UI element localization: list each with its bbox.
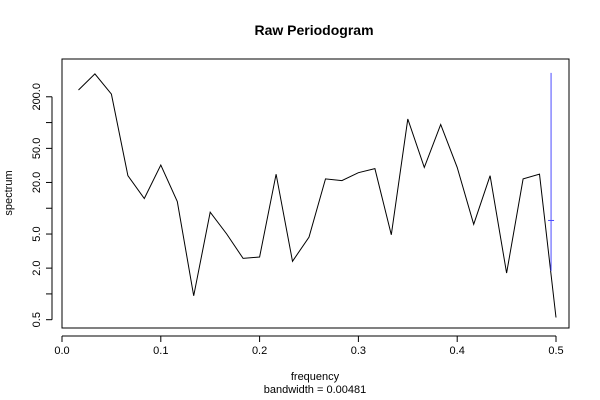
y-tick-label: 50.0 <box>31 138 43 159</box>
x-axis-sublabel: bandwidth = 0.00481 <box>264 384 366 396</box>
confidence-interval <box>548 72 555 272</box>
x-axis: 0.0 0.1 0.2 0.3 0.4 0.5 <box>54 335 564 357</box>
y-axis-label: spectrum <box>3 170 15 215</box>
y-axis: 0.5 2.0 5.0 20.0 50.0 200.0 <box>31 83 53 327</box>
x-tick-label: 0.1 <box>153 345 168 357</box>
plot-frame <box>61 58 570 329</box>
series-line <box>78 73 557 318</box>
y-tick-label: 2.0 <box>31 260 43 275</box>
x-tick-label: 0.0 <box>54 345 69 357</box>
chart-title: Raw Periodogram <box>254 22 373 38</box>
y-tick-label: 20.0 <box>31 172 43 193</box>
y-tick-label: 5.0 <box>31 226 43 241</box>
series-layer <box>78 73 557 318</box>
x-tick-label: 0.4 <box>450 345 465 357</box>
y-tick-label: 200.0 <box>31 83 43 111</box>
y-tick-label: 0.5 <box>31 312 43 327</box>
x-axis-label: frequency <box>291 371 340 383</box>
x-tick-label: 0.5 <box>548 345 563 357</box>
x-tick-label: 0.3 <box>351 345 366 357</box>
x-tick-label: 0.2 <box>252 345 267 357</box>
